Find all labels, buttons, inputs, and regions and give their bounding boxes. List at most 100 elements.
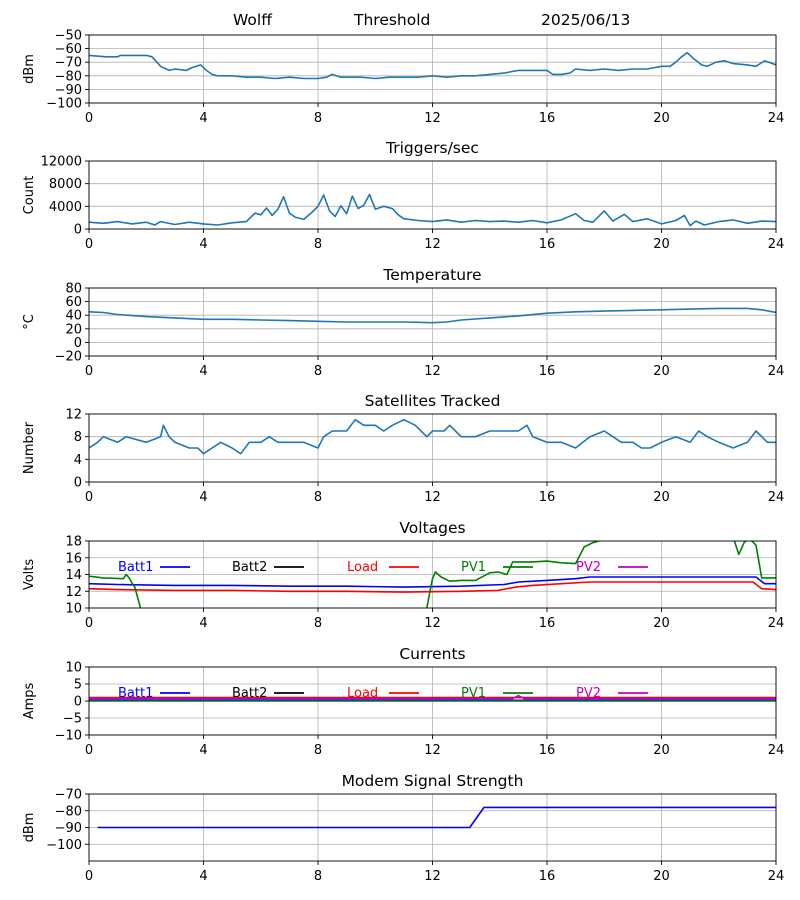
x-tick-label: 8 — [314, 237, 322, 252]
x-tick-label: 12 — [424, 111, 441, 126]
x-tick-label: 4 — [199, 111, 207, 126]
x-tick-label: 16 — [539, 869, 556, 884]
x-tick-label: 24 — [768, 743, 785, 758]
chart-title: Modem Signal Strength — [342, 772, 524, 790]
chart-title: Temperature — [382, 266, 481, 284]
y-tick-label: −100 — [46, 97, 82, 112]
chart-panel-6: 0 4 8 12 16 20 24 −10 −5 0 5 10 Currents Amps Batt1 Bat… — [22, 645, 784, 758]
y-tick-label: 12 — [65, 408, 82, 423]
y-tick-label: 60 — [65, 295, 82, 310]
x-tick-label: 4 — [199, 490, 207, 505]
legend-label: Load — [347, 560, 378, 575]
series-line-load — [89, 581, 776, 593]
y-tick-label: −70 — [55, 56, 82, 71]
chart-panel-7: 0 4 8 12 16 20 24 −70−80 −90 −100 Modem Signal Str… — [22, 772, 784, 884]
legend-label: PV2 — [576, 560, 601, 575]
y-tick-label: −20 — [55, 350, 82, 365]
x-tick-label: 4 — [199, 237, 207, 252]
x-tick-label: 16 — [539, 490, 556, 505]
x-tick-label: 24 — [768, 111, 785, 126]
x-tick-label: 24 — [768, 869, 785, 884]
x-tick-label: 8 — [314, 616, 322, 631]
x-tick-label: 12 — [424, 490, 441, 505]
series-line — [89, 307, 776, 324]
x-tick-label: 0 — [85, 616, 93, 631]
y-tick-label: −90 — [55, 821, 82, 836]
x-tick-label: 20 — [653, 869, 670, 884]
x-tick-label: 8 — [314, 869, 322, 884]
y-tick-label: 14 — [65, 568, 82, 583]
y-tick-label: 20 — [65, 322, 82, 337]
x-tick-label: 20 — [653, 364, 670, 379]
legend-label: PV1 — [461, 686, 486, 701]
x-tick-label: 0 — [85, 490, 93, 505]
x-tick-label: 8 — [314, 490, 322, 505]
y-tick-label: −100 — [46, 838, 82, 853]
chart-title: Voltages — [399, 519, 465, 537]
x-tick-label: 4 — [199, 616, 207, 631]
y-tick-label: 4 — [74, 453, 82, 468]
y-tick-label: −90 — [55, 83, 82, 98]
x-tick-label: 20 — [653, 111, 670, 126]
series-line-batt1 — [89, 576, 776, 588]
y-tick-label: 10 — [65, 661, 82, 676]
series-line — [97, 806, 776, 829]
x-tick-label: 4 — [199, 869, 207, 884]
x-tick-label: 20 — [653, 743, 670, 758]
x-tick-label: 8 — [314, 743, 322, 758]
x-tick-label: 16 — [539, 364, 556, 379]
x-tick-label: 8 — [314, 111, 322, 126]
y-tick-label: 18 — [65, 535, 82, 550]
legend-label: Batt1 — [118, 560, 153, 575]
x-tick-label: 0 — [85, 743, 93, 758]
y-tick-label: 40 — [65, 309, 82, 324]
chart-panel-1: 0 4 8 12 16 20 24 −50−60−70−80−90−100 dBm — [22, 29, 784, 127]
series-line-pv1 — [89, 541, 776, 608]
y-tick-label: 0 — [74, 223, 82, 238]
y-tick-label: 12000 — [41, 155, 82, 170]
x-tick-label: 16 — [539, 237, 556, 252]
y-tick-label: 8 — [74, 430, 82, 445]
y-tick-label: 16 — [65, 551, 82, 566]
y-tick-label: −5 — [63, 712, 82, 727]
x-tick-label: 20 — [653, 490, 670, 505]
y-tick-label: 4000 — [49, 200, 82, 215]
chart-title: Currents — [399, 645, 465, 663]
y-tick-label: 0 — [74, 695, 82, 710]
x-tick-label: 8 — [314, 364, 322, 379]
y-axis-label: Count — [22, 176, 37, 215]
y-tick-label: −80 — [55, 804, 82, 819]
chart-panel-4: 0 4 8 12 16 20 24 0 4 8 12 Satellites Tracked Number — [22, 392, 784, 505]
y-tick-label: 0 — [74, 476, 82, 491]
x-tick-label: 16 — [539, 743, 556, 758]
x-tick-label: 12 — [424, 237, 441, 252]
x-tick-label: 24 — [768, 364, 785, 379]
chart-title: Satellites Tracked — [365, 392, 501, 410]
y-tick-label: −50 — [55, 29, 82, 44]
x-tick-label: 0 — [85, 869, 93, 884]
x-tick-label: 12 — [424, 616, 441, 631]
y-tick-label: −10 — [55, 729, 82, 744]
x-tick-label: 12 — [424, 743, 441, 758]
x-tick-label: 4 — [199, 743, 207, 758]
x-tick-label: 12 — [424, 364, 441, 379]
y-tick-label: −60 — [55, 42, 82, 57]
y-tick-label: 5 — [74, 678, 82, 693]
x-tick-label: 16 — [539, 616, 556, 631]
x-tick-label: 12 — [424, 869, 441, 884]
legend-label: Batt1 — [118, 686, 153, 701]
y-tick-label: 80 — [65, 282, 82, 297]
series-line — [89, 418, 776, 455]
y-tick-label: −70 — [55, 788, 82, 803]
x-tick-label: 20 — [653, 616, 670, 631]
y-tick-label: 10 — [65, 602, 82, 617]
series-line-pv2 — [89, 694, 776, 700]
y-axis-label: Amps — [22, 682, 37, 719]
legend-label: PV2 — [576, 686, 601, 701]
y-tick-label: 12 — [65, 585, 82, 600]
header-threshold: Threshold — [354, 11, 431, 29]
y-axis-label: °C — [22, 314, 37, 330]
